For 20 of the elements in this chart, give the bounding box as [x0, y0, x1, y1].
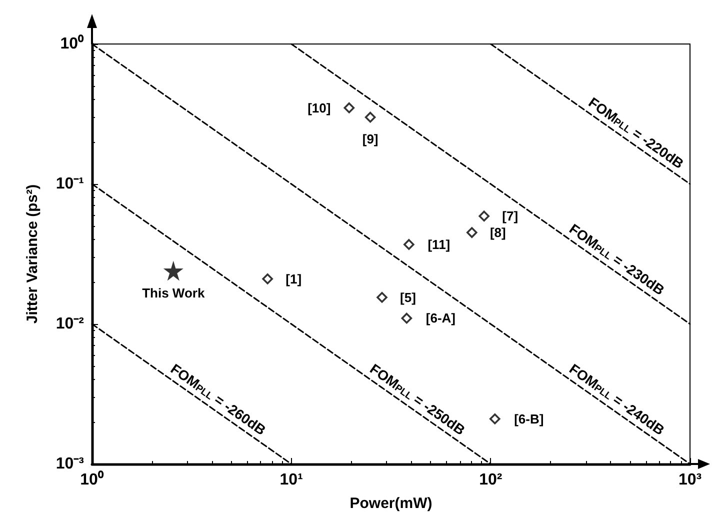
- y-tick-label: 10⁻³: [56, 456, 84, 472]
- y-tick-label: 10⁰: [60, 34, 84, 52]
- annotation: [6-A]: [426, 310, 456, 326]
- y-tick-label: 10⁻²: [56, 316, 84, 332]
- x-tick-label: 10²: [479, 472, 502, 488]
- x-axis-title: Power(mW): [350, 495, 432, 512]
- annotation: [10]: [308, 100, 331, 116]
- annotation: [8]: [490, 225, 506, 240]
- annotation: [6-B]: [514, 411, 544, 426]
- annotation: [7]: [502, 208, 518, 224]
- x-tick-label: 10³: [678, 472, 702, 488]
- x-tick-label: 10⁰: [80, 470, 104, 488]
- x-tick-label: 10¹: [280, 472, 303, 488]
- y-tick-label: 10⁻¹: [56, 176, 84, 192]
- annotation: [9]: [362, 132, 378, 147]
- annotation: [11]: [428, 236, 450, 252]
- y-axis-title: Jitter Variance (ps²): [24, 184, 41, 324]
- annotation: This Work: [142, 285, 206, 300]
- annotation: [1]: [286, 271, 302, 286]
- annotation: [5]: [400, 290, 416, 305]
